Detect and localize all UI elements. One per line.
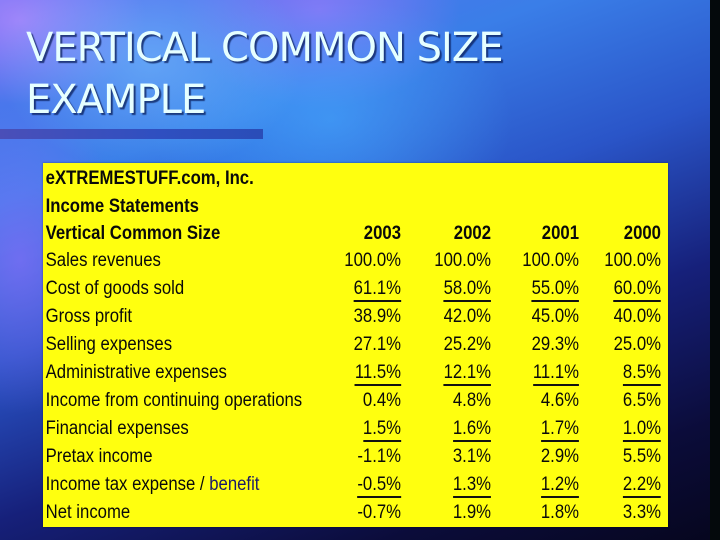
value-cell: 5.5% [622,446,661,467]
value-cell: 2.9% [540,446,580,467]
year-header-2001: 2001 [541,223,580,244]
statement-title-row: Income Statements [43,193,593,221]
value-cell: 8.5% [622,359,661,387]
value-cell: 58.0% [443,275,492,303]
value-cell: 12.1% [443,359,492,387]
table-row: Cost of goods sold 61.1% 58.0% 55.0% 60.… [43,275,661,303]
row-label: Net income [45,502,131,523]
slide-title-line-2: EXAMPLE [26,77,206,123]
table-row: Administrative expenses 11.5% 12.1% 11.1… [43,359,661,387]
year-header-2003: 2003 [363,223,402,244]
row-label: Cost of goods sold [45,278,185,299]
value-cell: 55.0% [531,275,580,303]
value-cell: 1.0% [622,415,661,443]
benefit-text: benefit [209,474,260,495]
value-cell: 1.5% [362,415,402,443]
value-cell: 42.0% [443,306,492,327]
value-cell: 27.1% [353,334,402,355]
table-row: Pretax income -1.1% 3.1% 2.9% 5.5% [43,443,661,471]
value-cell: 1.7% [540,415,580,443]
table-row: Income tax expense / benefit -0.5% 1.3% … [43,471,661,499]
income-statement-table: eXTREMESTUFF.com, Inc. Income Statements… [43,163,668,527]
value-cell: 11.1% [532,359,580,387]
table-row: Net income -0.7% 1.9% 1.8% 3.3% [43,499,661,527]
value-cell: 6.5% [622,390,661,411]
row-label: Income from continuing operations [45,390,303,411]
value-cell: 1.3% [452,471,492,499]
value-cell: 2.2% [622,471,661,499]
value-cell: -1.1% [357,446,402,467]
table-row: Gross profit 38.9% 42.0% 45.0% 40.0% [43,303,661,331]
value-cell: 100.0% [344,250,402,271]
value-cell: 100.0% [434,250,492,271]
value-cell: 1.2% [540,471,580,499]
slide-title: VERTICAL COMMON SIZE EXAMPLE [26,22,503,126]
title-underline-bar [0,129,263,139]
value-cell: 25.0% [613,334,661,355]
header-row: Vertical Common Size 2003 2002 2001 2000 [43,220,661,248]
table-row: Selling expenses 27.1% 25.2% 29.3% 25.0% [43,331,661,359]
value-cell: 60.0% [613,275,661,303]
value-cell: 1.6% [452,415,492,443]
value-cell: 29.3% [531,334,580,355]
row-label: Income tax expense / benefit [45,474,260,495]
row-label: Administrative expenses [45,362,227,383]
value-cell: 3.3% [622,502,661,523]
table-row: Income from continuing operations 0.4% 4… [43,387,661,415]
value-cell: 0.4% [362,390,402,411]
value-cell: 4.6% [540,390,580,411]
value-cell: 100.0% [522,250,580,271]
year-header-2002: 2002 [453,223,492,244]
row-label: Sales revenues [45,250,161,271]
value-cell: -0.5% [357,471,402,499]
value-cell: 45.0% [531,306,580,327]
value-cell: 1.9% [452,502,492,523]
slide-title-line-1: VERTICAL COMMON SIZE [26,25,503,71]
table-subtitle: Vertical Common Size [45,223,221,244]
slide-right-edge [710,0,720,540]
value-cell: 1.8% [540,502,580,523]
table-row: Sales revenues 100.0% 100.0% 100.0% 100.… [43,247,661,275]
row-label: Selling expenses [45,334,173,355]
value-cell: 25.2% [443,334,492,355]
table-row: Financial expenses 1.5% 1.6% 1.7% 1.0% [43,415,661,443]
value-cell: 40.0% [613,306,661,327]
statement-title: Income Statements [45,196,199,217]
value-cell: 11.5% [354,359,402,387]
row-label: Financial expenses [45,418,189,439]
value-cell: 3.1% [452,446,492,467]
company-name-row: eXTREMESTUFF.com, Inc. [43,165,593,193]
value-cell: 38.9% [353,306,402,327]
company-name: eXTREMESTUFF.com, Inc. [45,168,254,189]
row-label: Gross profit [45,306,133,327]
value-cell: 100.0% [604,250,661,271]
row-label: Pretax income [45,446,153,467]
value-cell: -0.7% [357,502,402,523]
year-header-2000: 2000 [623,223,661,244]
value-cell: 61.1% [353,275,402,303]
value-cell: 4.8% [452,390,492,411]
